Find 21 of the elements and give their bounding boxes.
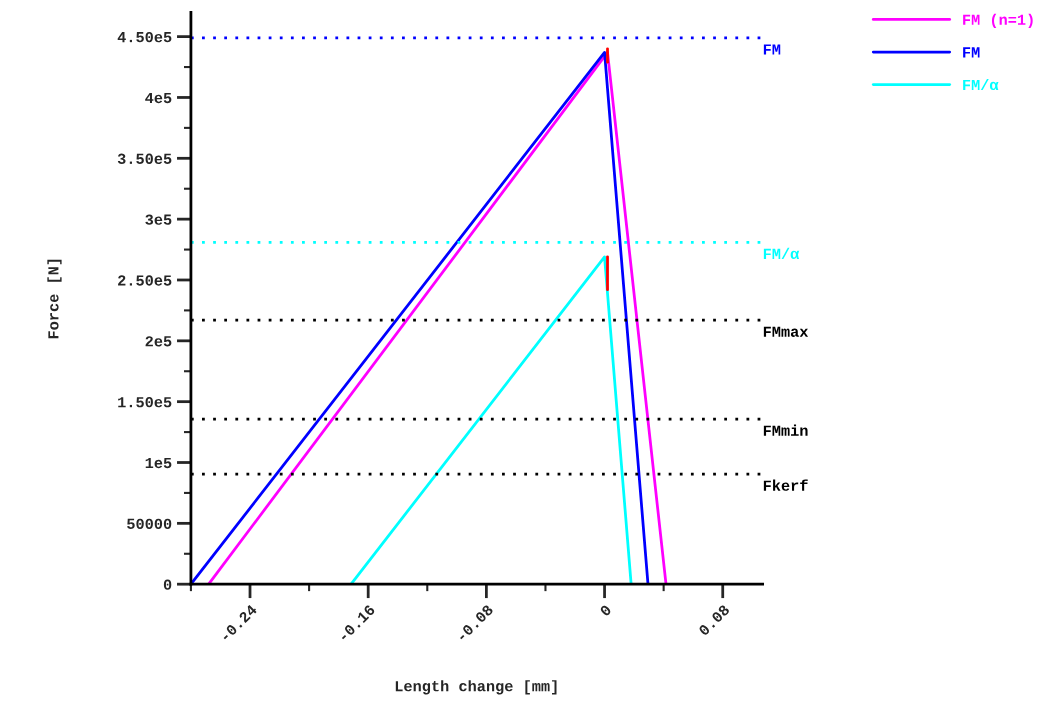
y-tick-label: 2.50e5	[118, 275, 172, 286]
ref-line-label: Fkerf	[763, 479, 808, 491]
y-axis-title: Force [N]	[47, 259, 62, 339]
legend-label: FM (n=1)	[963, 13, 1033, 28]
y-tick-label: 1.50e5	[118, 396, 172, 408]
y-tick-label: 0	[163, 579, 172, 590]
ref-line-label: FMmax	[763, 326, 809, 337]
y-tick-label: 4e5	[145, 92, 172, 104]
y-tick-label: 50000	[127, 518, 172, 530]
ref-line-label: FM	[763, 44, 781, 55]
y-tick-label: 2e5	[145, 336, 172, 347]
legend-label: FM/α	[963, 78, 999, 91]
ref-line-label: FMmin	[763, 424, 808, 436]
x-axis-title: Length change [mm]	[395, 680, 557, 695]
y-tick-label: 3.50e5	[117, 153, 172, 165]
y-tick-label: 4.50e5	[117, 31, 172, 43]
x-tick-label: 0	[599, 604, 612, 617]
y-tick-label: 1e5	[145, 457, 172, 469]
y-tick-label: 3e5	[145, 214, 172, 225]
ref-line-label: FM/α	[763, 247, 800, 260]
legend-label: FM	[963, 47, 980, 58]
